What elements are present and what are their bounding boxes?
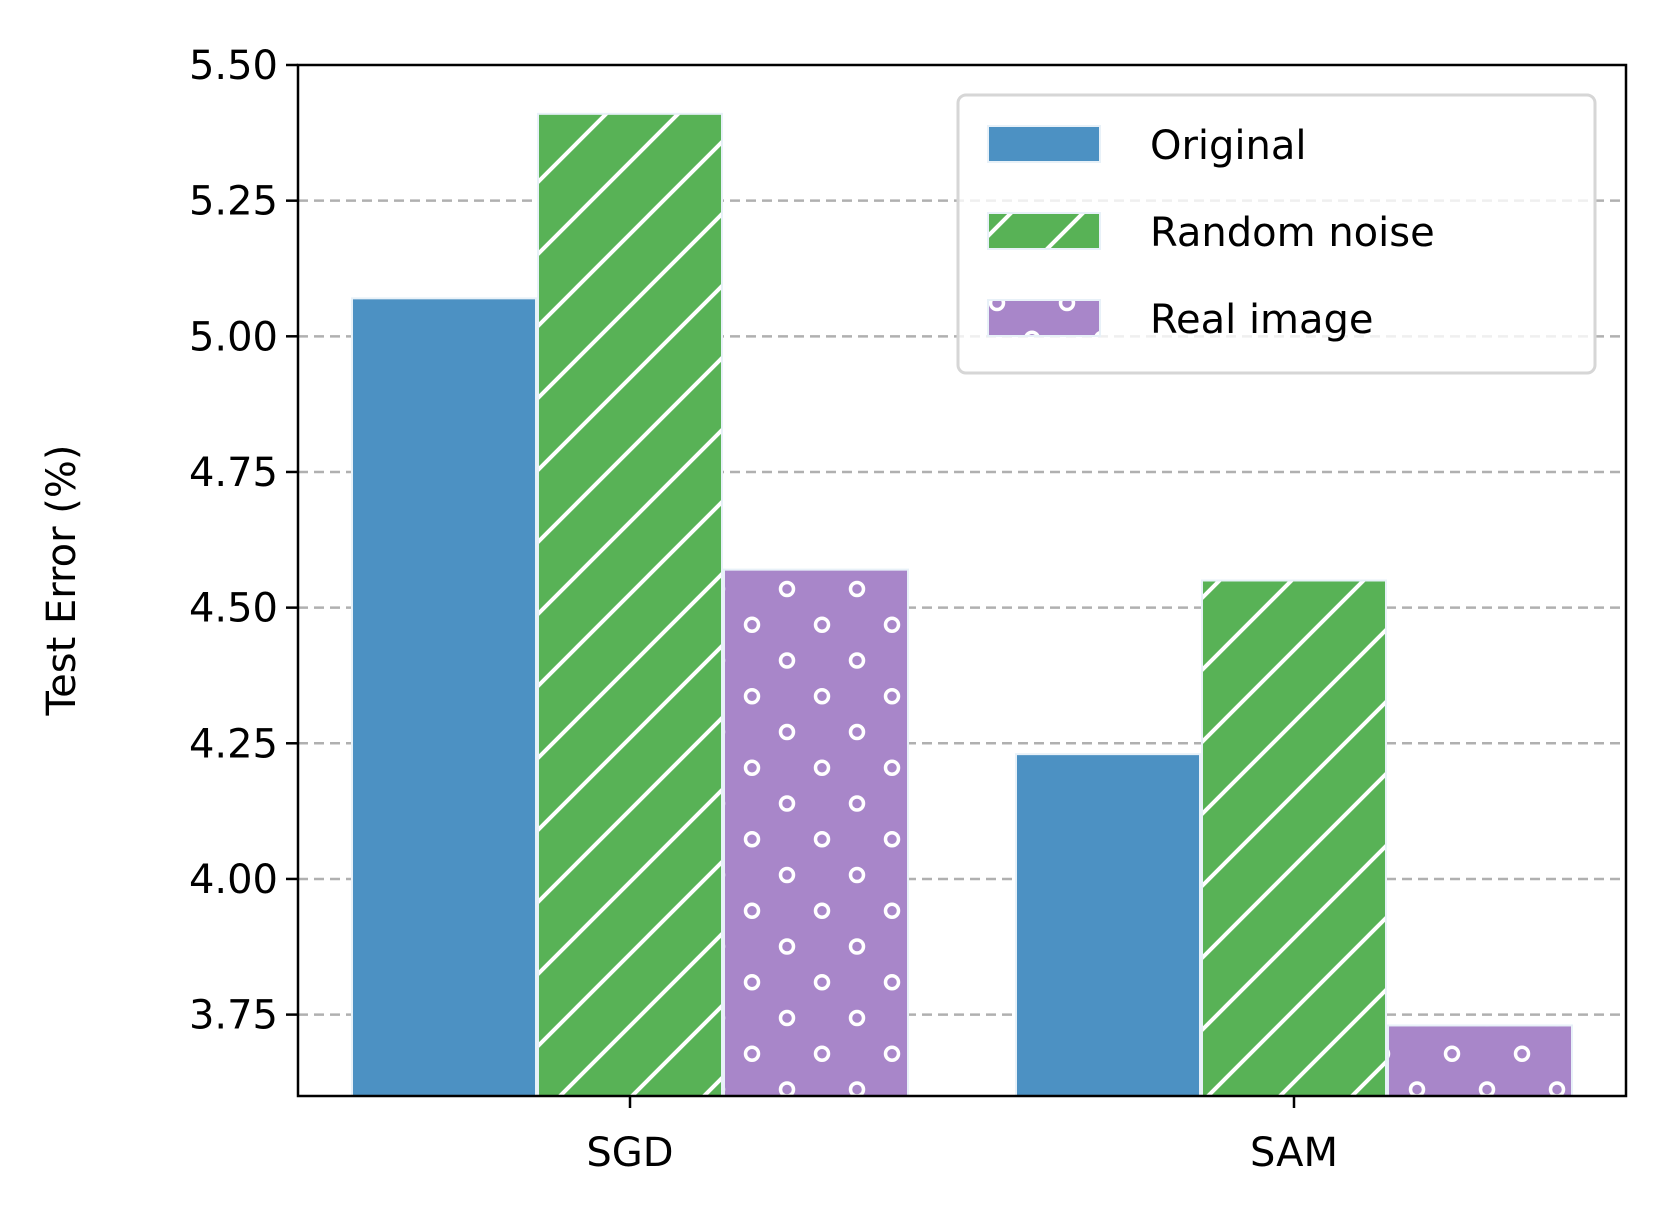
legend-swatch-original xyxy=(987,125,1101,163)
bar-original-sgd xyxy=(351,297,537,1096)
bar-random-noise-sam xyxy=(1201,579,1387,1096)
y-tick-label: 4.75 xyxy=(189,450,278,496)
y-tick-label: 5.25 xyxy=(189,179,278,225)
y-tick-label: 4.00 xyxy=(189,857,278,903)
legend-label: Real image xyxy=(1150,297,1374,343)
legend-label: Random noise xyxy=(1150,210,1435,256)
legend-label: Original xyxy=(1150,123,1307,169)
y-tick-label: 5.50 xyxy=(189,43,278,89)
x-tick-label: SGD xyxy=(586,1130,673,1176)
bar-random-noise-sgd xyxy=(537,112,723,1096)
y-tick-label: 5.00 xyxy=(189,314,278,360)
y-tick-label: 3.75 xyxy=(189,993,278,1039)
y-tick-label: 4.25 xyxy=(189,721,278,767)
x-axis: SGD SAM xyxy=(586,1096,1338,1176)
bar-real-image-sgd xyxy=(723,568,909,1096)
legend-swatch-real-image xyxy=(987,299,1101,337)
y-axis-label: Test Error (%) xyxy=(39,445,85,717)
bars xyxy=(351,112,1573,1096)
legend-box xyxy=(956,93,1597,375)
bar-original-sam xyxy=(1015,753,1201,1096)
legend-swatch-random-noise xyxy=(987,212,1101,250)
bar-real-image-sam xyxy=(1387,1024,1573,1096)
x-tick-label: SAM xyxy=(1250,1130,1338,1176)
y-tick-label: 4.50 xyxy=(189,586,278,632)
plot-frame xyxy=(296,63,1628,1098)
legend: Original Random noise Real image xyxy=(956,93,1597,375)
y-axis: 3.75 4.00 4.25 4.50 4.75 5.00 5.25 5.50 xyxy=(189,43,298,1039)
